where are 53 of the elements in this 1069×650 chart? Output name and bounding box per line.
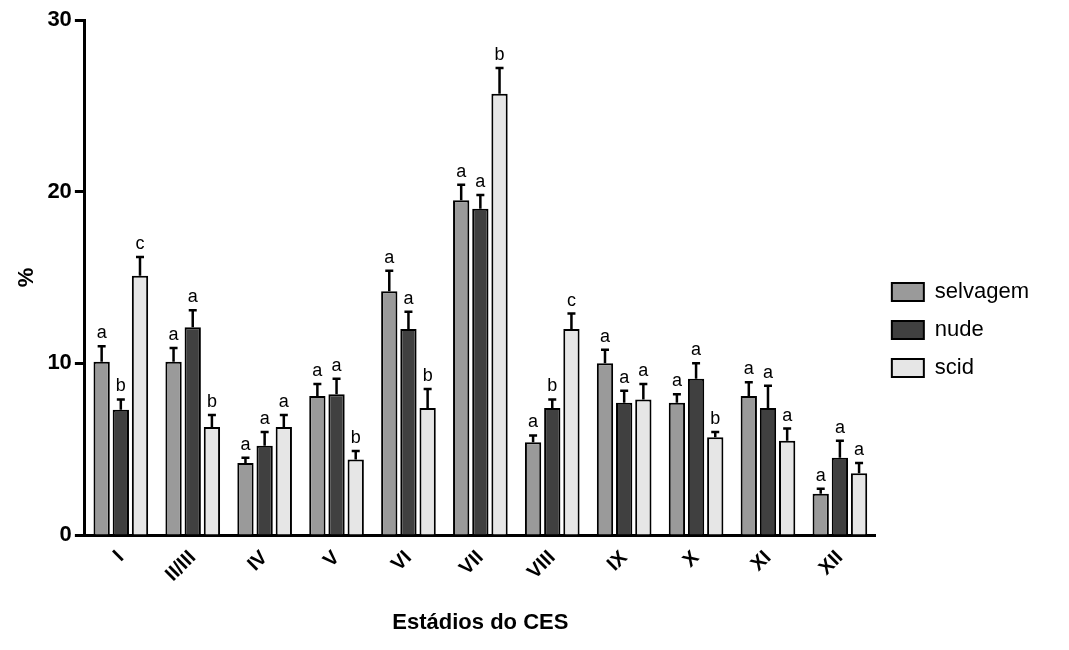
data-label: b	[422, 365, 433, 386]
data-label: b	[350, 426, 361, 447]
data-label: a	[743, 358, 755, 379]
y-tick-label: 30	[47, 6, 72, 32]
data-label: a	[168, 323, 180, 344]
data-label: c	[566, 289, 576, 310]
data-label: a	[691, 339, 703, 360]
data-label: a	[331, 354, 343, 375]
data-label: a	[403, 287, 415, 308]
data-label: a	[834, 416, 846, 437]
data-label: a	[240, 433, 252, 454]
y-tick-label: 20	[47, 177, 72, 203]
data-label: a	[528, 411, 540, 432]
legend-label: selvagem	[934, 278, 1029, 304]
x-tick-label: XI	[745, 545, 775, 575]
y-tick-label: 0	[59, 521, 72, 547]
data-label: a	[619, 366, 631, 387]
data-label: b	[115, 375, 126, 396]
x-tick-label: IX	[601, 545, 632, 575]
x-tick-label: VI	[386, 545, 416, 575]
x-tick-label: XII	[813, 545, 847, 579]
x-tick-label: IV	[242, 545, 272, 575]
data-label: a	[475, 171, 487, 192]
data-label: a	[96, 322, 108, 343]
data-label: b	[494, 44, 505, 65]
data-label: c	[135, 232, 145, 253]
data-label: b	[547, 375, 558, 396]
x-tick-label: VII	[454, 545, 488, 579]
data-label: a	[815, 464, 827, 485]
x-axis-title: Estádios do CES	[392, 608, 569, 634]
x-tick-label: X	[677, 545, 704, 571]
x-tick-label: V	[318, 545, 344, 571]
data-label: a	[671, 370, 683, 391]
data-label: a	[456, 160, 468, 181]
data-label: a	[782, 404, 794, 425]
x-tick-label: II/III	[160, 545, 200, 585]
legend-label: scid	[934, 354, 974, 380]
data-label: b	[206, 390, 217, 411]
data-label: a	[187, 286, 199, 307]
data-label: a	[312, 359, 324, 380]
data-label: a	[384, 246, 396, 267]
data-label: a	[259, 408, 271, 429]
y-tick-label: 10	[47, 349, 72, 375]
data-label: a	[599, 325, 611, 346]
legend-label: nude	[934, 316, 984, 342]
data-label: a	[762, 361, 774, 382]
x-tick-label: I	[108, 545, 128, 566]
y-axis-title: %	[13, 267, 39, 288]
data-label: a	[854, 438, 866, 459]
data-label: a	[638, 359, 650, 380]
data-label: a	[278, 390, 290, 411]
x-tick-label: VIII	[522, 545, 559, 583]
data-label: b	[710, 408, 721, 429]
